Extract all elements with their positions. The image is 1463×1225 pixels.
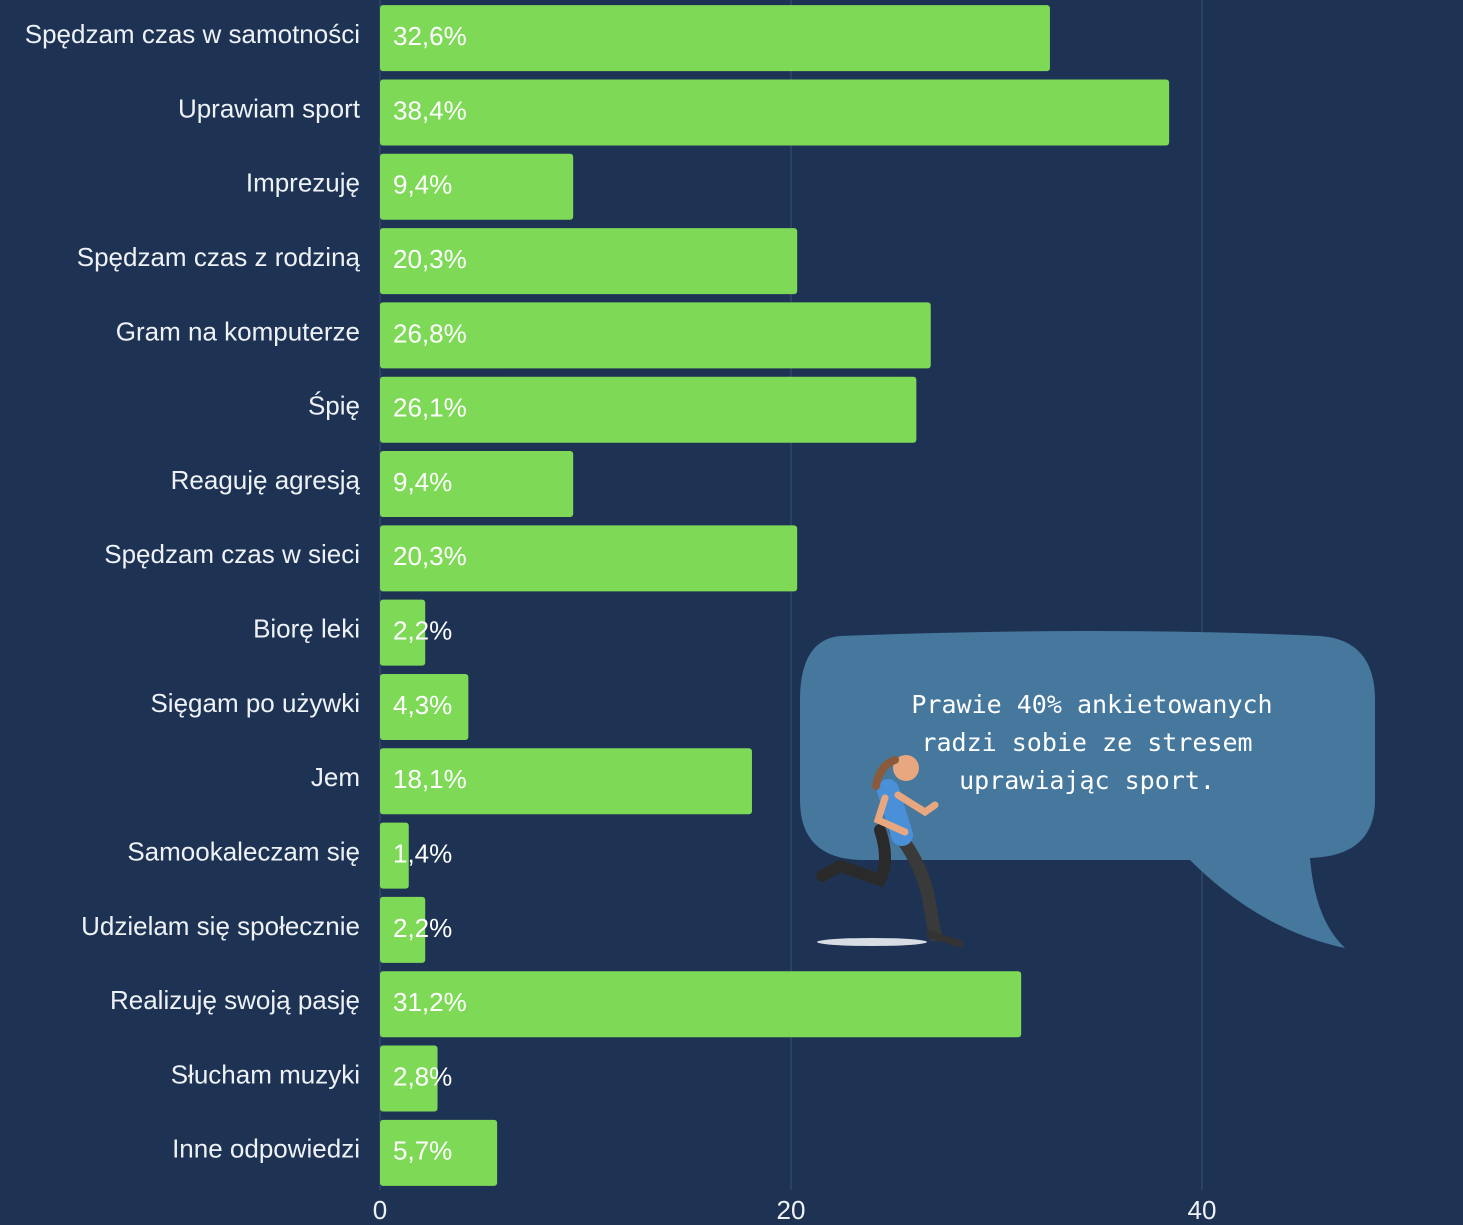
value-label: 9,4% [393, 467, 452, 497]
y-tick-label: Udzielam się społecznie [81, 911, 360, 941]
shoe [926, 930, 964, 948]
value-label: 2,8% [393, 1061, 452, 1091]
value-label: 1,4% [393, 838, 452, 868]
shadow [817, 938, 927, 946]
value-label: 2,2% [393, 913, 452, 943]
value-label: 4,3% [393, 690, 452, 720]
y-tick-label: Spędzam czas z rodziną [77, 242, 361, 272]
value-label: 26,8% [393, 318, 467, 348]
bar [380, 451, 574, 518]
y-tick-label: Reaguję agresją [171, 465, 361, 495]
value-label: 18,1% [393, 764, 467, 794]
bar [380, 79, 1170, 146]
value-label: 38,4% [393, 95, 467, 125]
bar [380, 748, 752, 815]
plot-area: 0 20 40 Spędzam czas w samotności 32,6% Upraw… [25, 0, 1217, 1225]
bar [380, 525, 798, 592]
value-label: 20,3% [393, 541, 467, 571]
annotation-line: Prawie 40% ankietowanych [911, 690, 1272, 719]
y-tick-label: Samookaleczam się [127, 836, 360, 866]
y-tick-label: Śpię [308, 391, 360, 421]
value-label: 32,6% [393, 21, 467, 51]
bar [380, 673, 469, 740]
y-tick-label: Spędzam czas w sieci [104, 539, 360, 569]
bar [380, 153, 574, 220]
bar [380, 896, 426, 963]
bar [380, 822, 409, 889]
head [893, 755, 919, 781]
value-label: 2,2% [393, 616, 452, 646]
arm [873, 794, 909, 836]
bar [380, 599, 426, 666]
y-tick-label: Biorę leki [253, 614, 360, 644]
y-tick-label: Inne odpowiedzi [172, 1134, 360, 1164]
runner-illustration [816, 755, 964, 948]
y-tick-label: Realizuję swoją pasję [110, 985, 360, 1015]
value-label: 5,7% [393, 1136, 452, 1166]
annotation-line: uprawiając sport. [959, 766, 1215, 795]
bar [380, 971, 1022, 1038]
x-tick-label: 40 [1188, 1195, 1217, 1225]
value-label: 20,3% [393, 244, 467, 274]
x-tick-label: 20 [777, 1195, 806, 1225]
x-tick-label: 0 [373, 1195, 387, 1225]
bar [380, 1045, 438, 1112]
bar [380, 302, 931, 369]
y-tick-label: Gram na komputerze [116, 316, 360, 346]
value-label: 26,1% [393, 393, 467, 423]
bar [380, 1119, 498, 1186]
speech-bubble: Prawie 40% ankietowanych radzi sobie ze … [800, 631, 1375, 948]
value-label: 9,4% [393, 170, 452, 200]
arm [894, 791, 939, 817]
y-tick-label: Spędzam czas w samotności [25, 19, 360, 49]
y-tick-label: Słucham muzyki [171, 1059, 360, 1089]
y-tick-label: Imprezuję [246, 168, 360, 198]
y-tick-label: Uprawiam sport [178, 93, 361, 123]
bubble-shape [800, 631, 1375, 948]
bar [380, 228, 798, 295]
hair [872, 756, 899, 790]
back-leg [816, 824, 891, 888]
value-label: 31,2% [393, 987, 467, 1017]
y-tick-label: Jem [311, 762, 360, 792]
bar [380, 5, 1050, 72]
bar [380, 376, 917, 443]
annotation-line: radzi sobie ze stresem [921, 728, 1252, 757]
y-tick-label: Sięgam po używki [150, 688, 360, 718]
